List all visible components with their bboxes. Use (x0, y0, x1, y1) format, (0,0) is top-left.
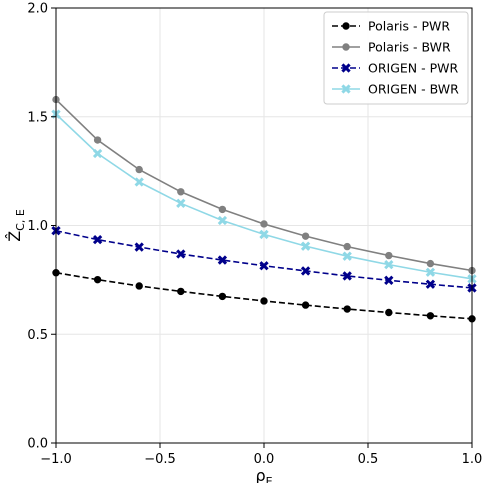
series-3 (51, 109, 477, 284)
legend-box (323, 11, 469, 105)
legend-entry: ORIGEN - PWR (332, 61, 459, 76)
data-point (217, 255, 228, 265)
data-point (134, 177, 144, 187)
data-point (343, 305, 351, 313)
legend-label: ORIGEN - BWR (368, 82, 459, 97)
data-point (93, 136, 102, 144)
x-tick-label: 0.5 (358, 452, 379, 467)
data-point (426, 312, 435, 320)
data-point (301, 301, 310, 309)
legend-marker (341, 63, 351, 73)
data-point (260, 297, 268, 305)
legend-label: ORIGEN - PWR (368, 61, 459, 76)
data-point (343, 242, 351, 251)
data-point (177, 188, 185, 196)
data-point (385, 308, 393, 317)
legend-marker (341, 84, 351, 94)
data-point (176, 198, 186, 208)
legend-label: Polaris - BWR (368, 40, 451, 55)
data-point (301, 232, 310, 240)
data-point (259, 261, 269, 271)
x-tick-label: 1.0 (462, 452, 483, 467)
data-point (135, 165, 143, 174)
data-point (300, 266, 311, 276)
data-point (426, 259, 435, 268)
data-point (342, 251, 352, 261)
data-point (300, 241, 311, 251)
data-point (93, 275, 102, 284)
data-point (92, 148, 103, 159)
data-point (425, 279, 436, 289)
data-point (218, 292, 227, 301)
legend-entry: ORIGEN - BWR (332, 82, 459, 97)
data-point (260, 220, 268, 228)
legend-label: Polaris - PWR (368, 19, 450, 34)
legend-entry: Polaris - BWR (332, 40, 451, 55)
data-point (217, 215, 228, 226)
data-point (259, 229, 269, 240)
data-point (384, 275, 394, 285)
data-point (134, 242, 144, 252)
data-point (176, 249, 186, 259)
data-point (218, 205, 227, 214)
data-point (384, 259, 394, 270)
y-axis-label: ẐC, E (5, 209, 27, 242)
legend-marker (342, 22, 350, 30)
x-tick-label: −1.0 (40, 452, 72, 467)
legend: Polaris - PWR Polaris - BWR ORIGEN - PWR OR… (323, 11, 469, 105)
series-0 (52, 268, 476, 323)
data-point (177, 287, 185, 296)
ticks: −1.0 −0.5 0.0 0.5 1.0 0.0 0.5 1.0 1.5 2.0 (27, 2, 482, 468)
data-point (92, 234, 103, 245)
y-tick-label: 0.5 (27, 328, 48, 343)
y-tick-label: 2.0 (27, 2, 48, 17)
data-point (385, 251, 393, 260)
x-tick-label: −0.5 (144, 452, 176, 467)
x-tick-label: 0.0 (254, 452, 275, 467)
y-tick-label: 1.0 (27, 219, 48, 234)
x-axis-label: ρE (255, 466, 272, 483)
legend-marker (342, 43, 350, 51)
y-tick-label: 0.0 (27, 437, 48, 452)
legend-entry: Polaris - PWR (332, 19, 450, 34)
y-tick-label: 1.5 (27, 110, 48, 125)
data-point (425, 267, 436, 277)
data-point (342, 271, 352, 281)
data-point (135, 282, 143, 290)
